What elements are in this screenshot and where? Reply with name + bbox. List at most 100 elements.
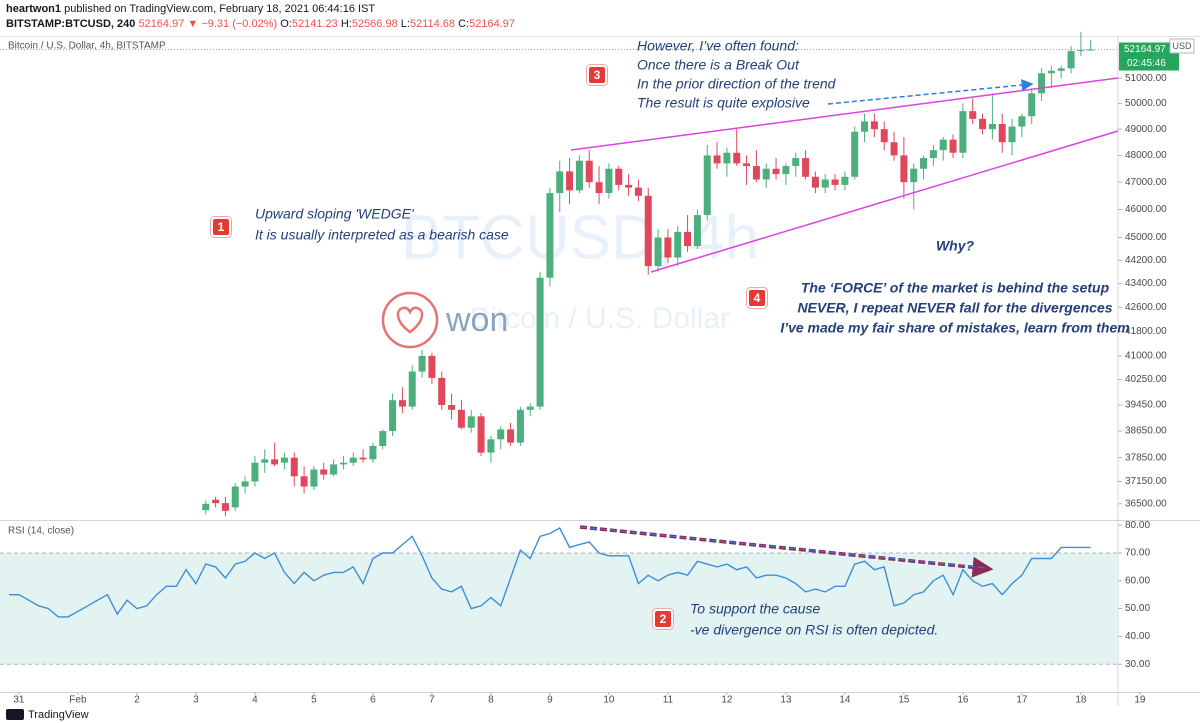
candle-body	[585, 160, 593, 183]
logo-heart	[396, 306, 424, 334]
x-tick-label: 8	[488, 695, 494, 706]
candle-body	[536, 277, 544, 407]
footer-text: TradingView	[28, 709, 89, 721]
x-tick-label: 3	[193, 695, 199, 706]
last-price-box	[1119, 42, 1179, 57]
rsi-band	[0, 552, 1118, 665]
candle-body	[339, 462, 347, 465]
candle-body	[693, 215, 701, 247]
y-tick-label: 50.00	[1125, 603, 1150, 614]
published: published on TradingView.com, February 1…	[64, 3, 376, 15]
x-tick-label: 7	[429, 695, 435, 706]
badge	[653, 609, 673, 629]
candle-body	[762, 168, 770, 180]
y-tick-label: 47000.00	[1125, 177, 1167, 188]
candle-body	[733, 152, 741, 164]
annotation-text: Why?	[936, 238, 975, 254]
candle-body	[743, 163, 751, 167]
badge-outline	[586, 64, 608, 86]
y-tick-label: 39450.00	[1125, 400, 1167, 411]
x-tick-label: 14	[839, 695, 851, 706]
candle-body	[251, 462, 259, 482]
candle-body	[1057, 68, 1065, 71]
change: ▼ −9.31 (−0.02%)	[187, 18, 278, 30]
candle-body	[516, 409, 524, 443]
y-tick-label: 41000.00	[1125, 351, 1167, 362]
divergence-arrow-core	[579, 526, 986, 569]
badge	[587, 65, 607, 85]
h-label: H:	[340, 18, 352, 30]
candle-body	[487, 439, 495, 453]
annotation-text: NEVER, I repeat NEVER fall for the diver…	[797, 300, 1112, 316]
y-tick-label: 51000.00	[1125, 73, 1167, 84]
countdown: 02:45:46	[1127, 58, 1166, 69]
x-tick-label: 5	[311, 695, 317, 706]
candle-body	[625, 184, 633, 188]
candle-body	[241, 481, 249, 487]
last-price-label: 52164.97	[1124, 44, 1166, 55]
x-tick-label: 18	[1075, 695, 1087, 706]
candle-body	[684, 231, 692, 247]
candle-body	[998, 123, 1006, 143]
candle-body	[615, 168, 623, 185]
user: heartwon1	[6, 3, 62, 15]
y-tick-label: 40250.00	[1125, 374, 1167, 385]
x-tick-label: 2	[134, 695, 140, 706]
candle-body	[929, 150, 937, 159]
candle-body	[280, 457, 288, 463]
badge-outline	[652, 608, 674, 630]
candle-body	[556, 171, 564, 194]
annotation-text: To support the cause	[690, 601, 820, 617]
candle-body	[644, 195, 652, 267]
y-tick-label: 46000.00	[1125, 204, 1167, 215]
candle-body	[851, 131, 859, 177]
candle-body	[369, 445, 377, 460]
y-tick-label: 80.00	[1125, 520, 1150, 531]
y-tick-label: 37850.00	[1125, 452, 1167, 463]
candle-body	[231, 486, 239, 508]
candle-body	[969, 111, 977, 119]
watermark: BTCUSD, 4h Bitcoin / U.S. Dollar won	[381, 203, 759, 349]
candle-body	[910, 168, 918, 183]
annotation-text: However, I’ve often found:	[637, 38, 799, 54]
candle-body	[497, 429, 505, 440]
candle-body	[752, 166, 760, 180]
top-border	[0, 36, 1200, 37]
candle-body	[605, 168, 613, 194]
x-tick-label: 10	[603, 695, 615, 706]
candle-body	[457, 409, 465, 428]
candle-body	[713, 155, 721, 164]
logo-ring	[381, 291, 439, 349]
candle-body	[1047, 70, 1055, 74]
candle-body	[674, 231, 682, 258]
badge-number: 1	[218, 220, 225, 234]
l-label: L:	[400, 18, 410, 30]
badge	[747, 288, 767, 308]
annotation-text: -ve divergence on RSI is often depicted.	[690, 622, 938, 638]
header: heartwon1 published on TradingView.com, …	[0, 0, 1200, 36]
candle-body	[566, 171, 574, 191]
badge-outline	[746, 287, 768, 309]
rsi-line	[9, 527, 1091, 618]
badge-number: 2	[660, 612, 667, 626]
x-tick-label: Feb	[69, 695, 87, 706]
x-tick-label: 19	[1134, 695, 1146, 706]
currency: USD	[1172, 41, 1192, 51]
candle-body	[477, 416, 485, 453]
candle-body	[290, 457, 298, 477]
candle-body	[949, 139, 957, 153]
publish-line: heartwon1 published on TradingView.com, …	[6, 3, 375, 15]
candle-body	[811, 176, 819, 188]
candle-body	[379, 431, 387, 446]
candle-body	[939, 139, 947, 151]
y-tick-label: 42600.00	[1125, 302, 1167, 313]
h-value: 52566.98	[351, 18, 398, 30]
annotation-text: Once there is a Break Out	[637, 57, 800, 73]
y-tick-label: 48000.00	[1125, 150, 1167, 161]
candle-body	[870, 121, 878, 130]
annotation-text: The ‘FORCE’ of the market is behind the …	[801, 280, 1110, 296]
y-tick-label: 60.00	[1125, 575, 1150, 586]
candle-body	[202, 503, 210, 511]
candle-body	[703, 155, 711, 216]
